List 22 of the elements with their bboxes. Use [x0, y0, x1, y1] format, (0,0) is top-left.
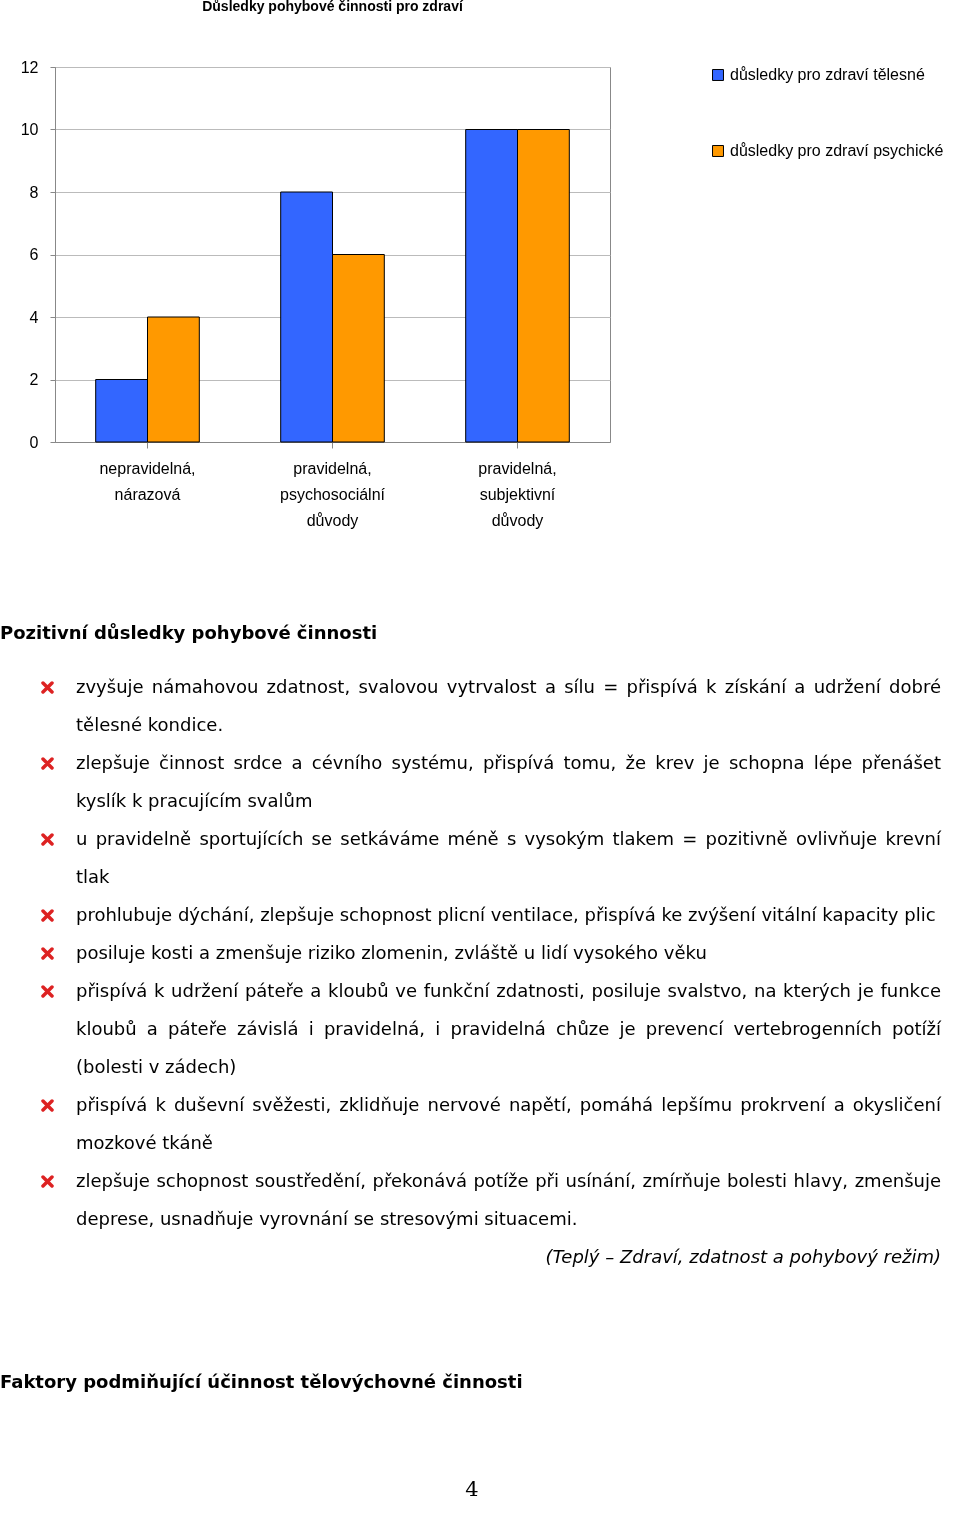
text: Faktory podmiňující účinnost tělovýchovné činnosti	[0, 1371, 524, 1392]
text: zlepšuje schopnost soustředění, překonává potíže při usínání, zmírňuje bolesti hlavy, zmenšuje deprese, usnadňuje vyrovnání se stresovými situacemi.	[75, 1169, 942, 1231]
legend-label: důsledky pro zdraví psychické	[730, 142, 944, 159]
chart-title: Důsledky pohybové činnosti pro zdraví	[202, 0, 464, 14]
text: prohlubuje dýchání, zlepšuje schopnost plicní ventilace, přispívá ke zvýšení vitální kapacity plic	[75, 903, 937, 927]
text: posiluje kosti a zmenšuje riziko zlomenin, zvláště u lidí vysokého věku	[75, 941, 708, 965]
legend-label: důsledky pro zdraví tělesné	[730, 66, 925, 83]
y-tick-label: 12	[20, 58, 39, 76]
y-tick-label: 10	[20, 121, 39, 138]
text: 4	[464, 1477, 480, 1501]
text: přispívá k udržení páteře a kloubů ve funkční zdatnosti, posiluje svalstvo, na kterých je funkce kloubů a páteře závislá i pravidelná, i pravidelná chůze je prevencí vertebrogenních potíží (bolesti v zádech)	[75, 979, 942, 1079]
y-tick-label: 2	[29, 371, 39, 388]
text: (Teplý – Zdraví, zdatnost a pohybový režim)	[544, 1245, 942, 1269]
x-tick-label: pravidelná, psychosociální důvody	[280, 459, 386, 529]
text: zvyšuje námahovou zdatnost, svalovou vytrvalost a sílu = přispívá k získání a udržení dobré tělesné kondice.	[75, 675, 942, 737]
y-tick-label: 6	[29, 246, 39, 263]
x-tick-label: pravidelná, subjektivní důvody	[478, 459, 557, 529]
y-tick-label: 8	[29, 183, 39, 201]
text: Pozitivní důsledky pohybové činnosti	[0, 622, 379, 643]
y-tick-label: 4	[29, 308, 39, 326]
y-tick-label: 0	[29, 433, 39, 451]
x-tick-label: nepravidelná, nárazová	[99, 459, 196, 503]
